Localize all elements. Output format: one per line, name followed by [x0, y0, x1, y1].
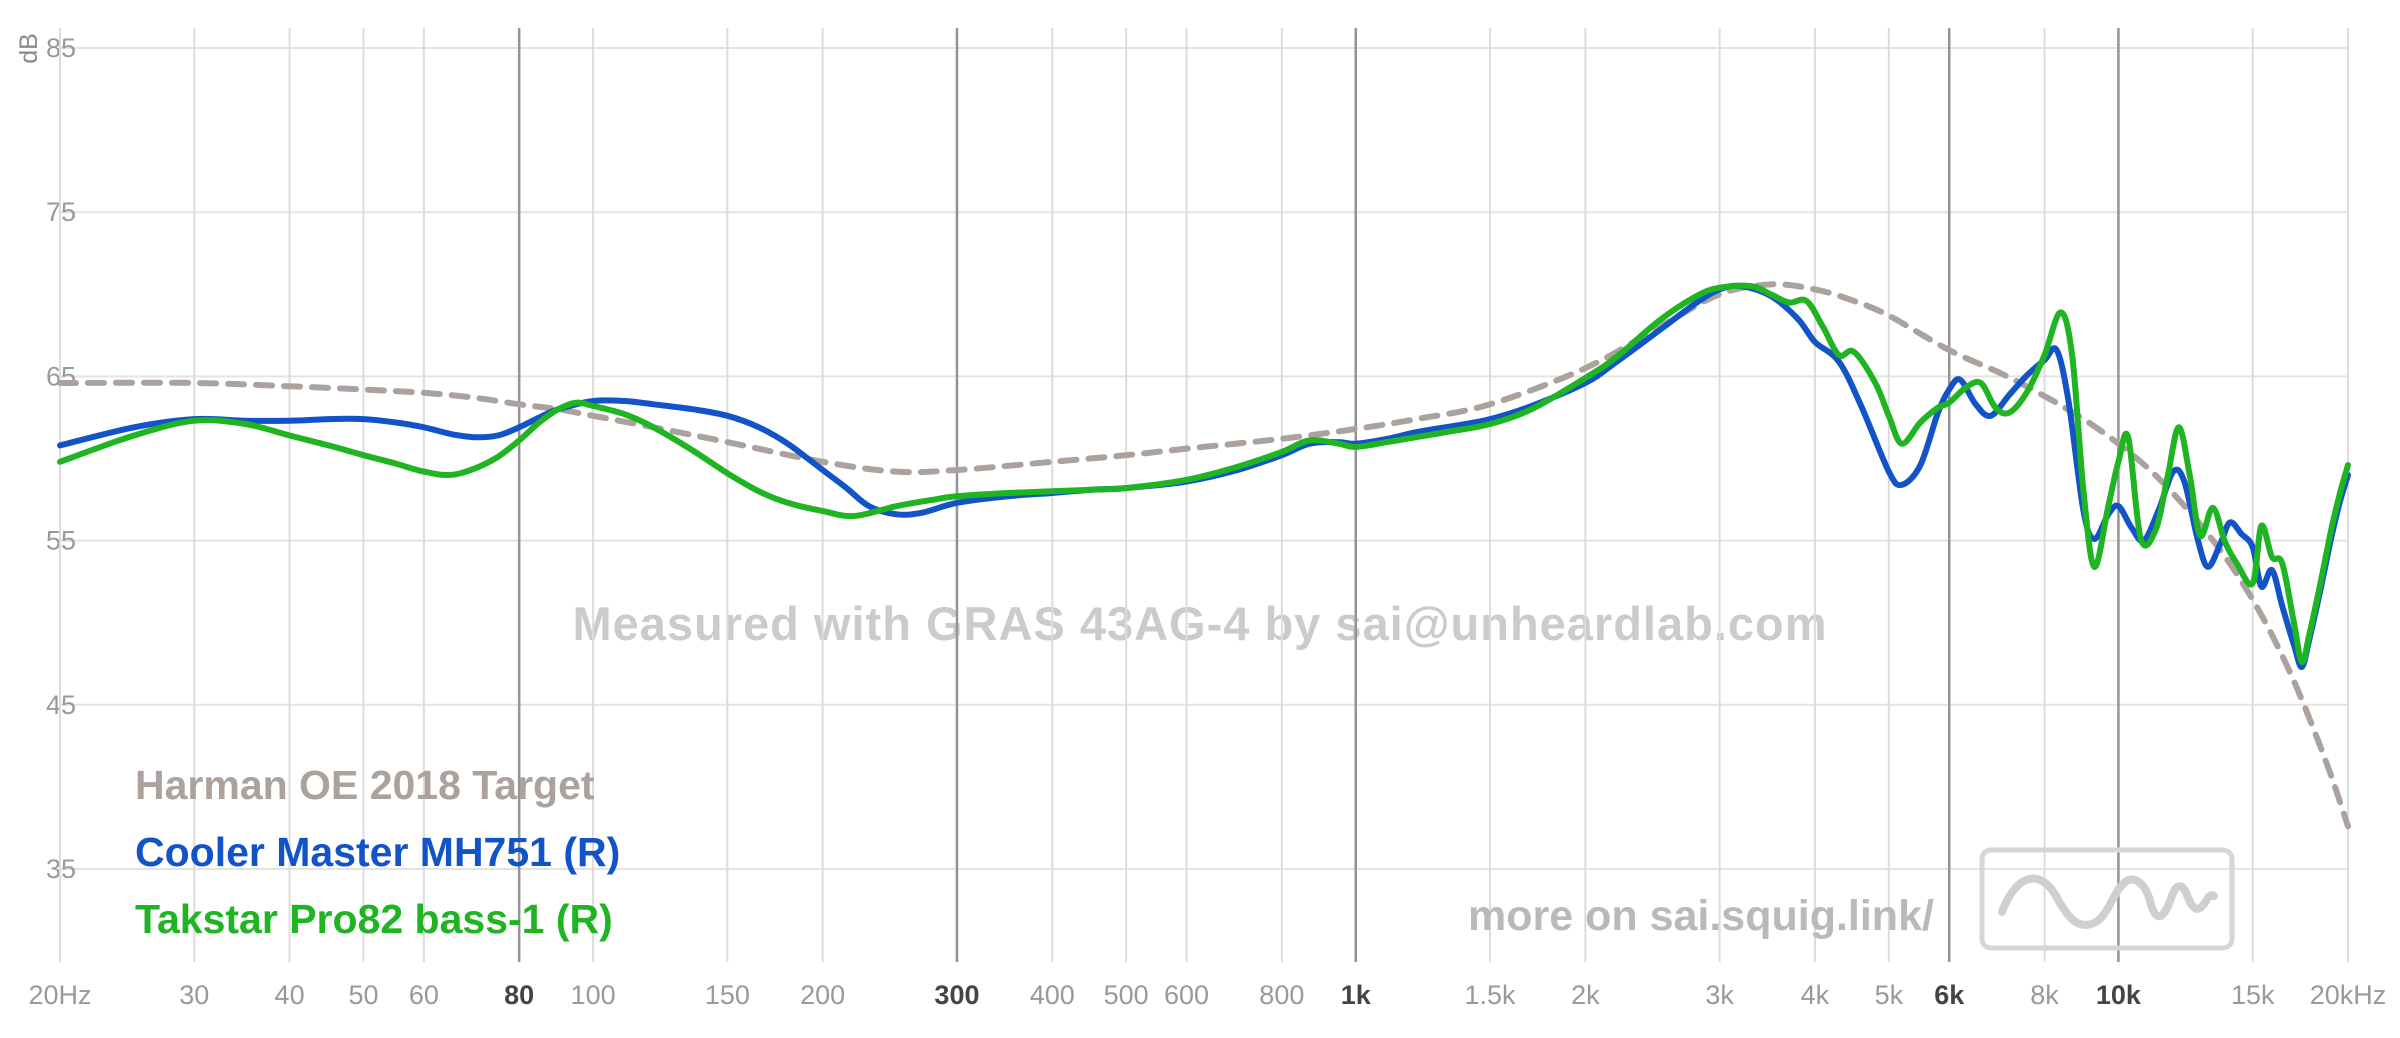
svg-text:200: 200 [800, 980, 845, 1010]
x-axis-tick-labels: 20Hz 30 40 50 60 80 100 150 200 300 400 500 600 800 1k… [28, 980, 2386, 1010]
svg-text:100: 100 [571, 980, 616, 1010]
svg-text:15k: 15k [2231, 980, 2275, 1010]
svg-text:20kHz: 20kHz [2310, 980, 2387, 1010]
legend: Harman OE 2018 Target Cooler Master MH75… [135, 752, 620, 953]
curves [57, 281, 2351, 830]
curve-harman-oe-2018-target [57, 281, 2351, 830]
svg-text:2k: 2k [1571, 980, 1600, 1010]
horizontal-gridlines [60, 47, 2348, 870]
legend-item-takstar-pro82-bass-1[interactable]: Takstar Pro82 bass-1 (R) [135, 896, 613, 942]
svg-text:80: 80 [504, 980, 534, 1010]
svg-text:150: 150 [705, 980, 750, 1010]
squig-logo[interactable] [1978, 846, 2238, 954]
svg-text:5k: 5k [1875, 980, 1904, 1010]
squig-link-text[interactable]: more on sai.squig.link/ [1468, 892, 1934, 940]
squig-logo-box [1979, 847, 2235, 951]
svg-text:400: 400 [1030, 980, 1075, 1010]
svg-text:8k: 8k [2030, 980, 2059, 1010]
legend-item-harman-oe-2018-target[interactable]: Harman OE 2018 Target [135, 762, 595, 808]
svg-text:4k: 4k [1801, 980, 1830, 1010]
svg-text:300: 300 [934, 980, 979, 1010]
svg-text:40: 40 [275, 980, 305, 1010]
svg-text:500: 500 [1104, 980, 1149, 1010]
svg-text:20Hz: 20Hz [28, 980, 91, 1010]
svg-text:1k: 1k [1341, 980, 1372, 1010]
svg-text:600: 600 [1164, 980, 1209, 1010]
svg-text:10k: 10k [2096, 980, 2142, 1010]
curve-takstar-pro82-bass-1-r [57, 282, 2351, 666]
squig-logo-icon [1998, 874, 2218, 929]
watermark-text: Measured with GRAS 43AG-4 by sai@unheard… [572, 597, 1828, 650]
vertical-gridlines [59, 28, 2349, 962]
svg-text:800: 800 [1259, 980, 1304, 1010]
svg-text:1.5k: 1.5k [1465, 980, 1517, 1010]
svg-text:50: 50 [348, 980, 378, 1010]
svg-text:6k: 6k [1934, 980, 1965, 1010]
y-axis-unit-label: dB [14, 33, 43, 64]
svg-text:30: 30 [179, 980, 209, 1010]
svg-text:3k: 3k [1705, 980, 1734, 1010]
svg-text:60: 60 [409, 980, 439, 1010]
legend-item-cooler-master-mh751[interactable]: Cooler Master MH751 (R) [135, 829, 621, 875]
